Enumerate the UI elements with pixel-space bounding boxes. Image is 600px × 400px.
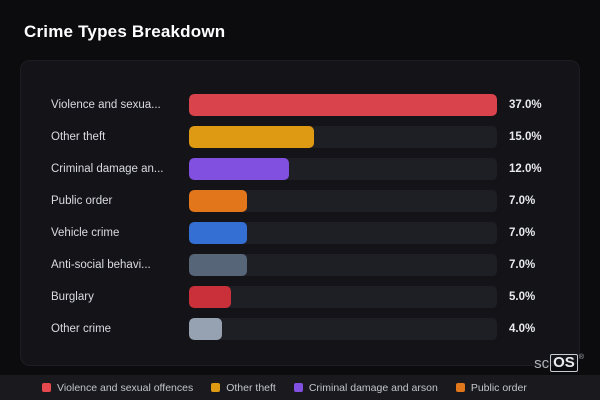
bar[interactable] [189, 126, 314, 148]
value-label: 7.0% [509, 259, 536, 271]
legend-label: Violence and sexual offences [57, 381, 194, 394]
bar[interactable] [189, 254, 248, 276]
chart-panel: Violence and sexua... 37.0% Other theft … [20, 60, 580, 366]
bar-row: Criminal damage an... 12.0% [51, 153, 549, 185]
scos-logo: sc OS ® [534, 354, 584, 372]
legend-label: Other theft [226, 381, 276, 394]
category-label: Public order [51, 195, 113, 207]
bar-track [189, 318, 497, 340]
bar[interactable] [189, 318, 223, 340]
legend: Violence and sexual offences Other theft… [0, 375, 600, 400]
bar[interactable] [189, 222, 248, 244]
bar[interactable] [189, 94, 497, 116]
value-label: 7.0% [509, 195, 536, 207]
value-label: 37.0% [509, 99, 542, 111]
logo-prefix: sc [534, 354, 550, 372]
page-title: Crime Types Breakdown [24, 22, 226, 41]
legend-swatch-icon [211, 383, 221, 392]
legend-item[interactable]: Criminal damage and arson [293, 381, 438, 394]
bar[interactable] [189, 190, 248, 212]
category-label: Other theft [51, 131, 106, 143]
bar-track [189, 94, 497, 116]
bar-track [189, 190, 497, 212]
legend-label: Public order [470, 381, 527, 394]
bar-row: Anti-social behavi... 7.0% [51, 249, 549, 281]
bar[interactable] [189, 158, 289, 180]
bar-row: Other crime 4.0% [51, 313, 549, 345]
category-label: Anti-social behavi... [51, 259, 151, 271]
bar-row: Vehicle crime 7.0% [51, 217, 549, 249]
value-label: 12.0% [509, 163, 542, 175]
bar-chart: Violence and sexua... 37.0% Other theft … [51, 89, 549, 345]
bar-track [189, 222, 497, 244]
bar-row: Other theft 15.0% [51, 121, 549, 153]
category-label: Vehicle crime [51, 227, 120, 239]
value-label: 5.0% [509, 291, 536, 303]
bar-row: Burglary 5.0% [51, 281, 549, 313]
category-label: Criminal damage an... [51, 163, 164, 175]
bar-row: Violence and sexua... 37.0% [51, 89, 549, 121]
category-label: Burglary [51, 291, 94, 303]
value-label: 7.0% [509, 227, 536, 239]
legend-swatch-icon [455, 383, 465, 392]
legend-swatch-icon [42, 383, 51, 392]
bar-track [189, 158, 497, 180]
bar-track [189, 254, 497, 276]
value-label: 4.0% [509, 323, 536, 335]
legend-swatch-icon [293, 383, 303, 392]
legend-item[interactable]: Other theft [211, 382, 276, 394]
legend-label: Criminal damage and arson [308, 381, 438, 394]
bar-row: Public order 7.0% [51, 185, 549, 217]
legend-item[interactable]: Public order [455, 381, 527, 394]
logo-box: OS [550, 354, 578, 372]
bar-track [189, 126, 497, 148]
bar-track [189, 286, 497, 308]
value-label: 15.0% [509, 131, 542, 143]
legend-item[interactable]: Violence and sexual offences [42, 382, 193, 394]
registered-mark-icon: ® [578, 354, 584, 361]
category-label: Violence and sexua... [51, 99, 161, 111]
bar[interactable] [189, 286, 231, 308]
category-label: Other crime [51, 323, 112, 335]
